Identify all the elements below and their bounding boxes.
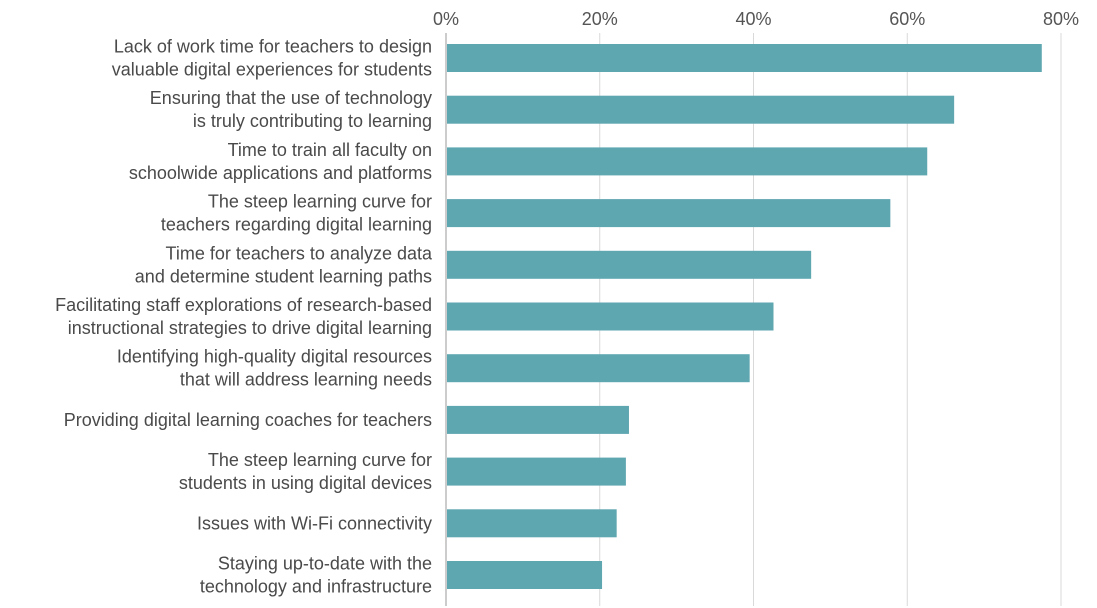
category-label: Ensuring that the use of technology is tr… [150,88,432,131]
bar [447,250,812,279]
bars [447,44,1042,589]
bar [447,457,626,486]
category-label: Time for teachers to analyze data and det… [135,243,433,286]
x-tick-label: 80% [1043,9,1079,29]
bar [447,354,750,383]
bar [447,405,629,434]
category-label: The steep learning curve for students in … [179,450,432,493]
bar [447,302,774,331]
category-label: Issues with Wi-Fi connectivity [197,513,432,533]
x-tick-label: 20% [582,9,618,29]
category-labels: Lack of work time for teachers to design… [55,37,433,597]
category-label: Identifying high-quality digital resourc… [117,347,432,390]
bar [447,199,891,228]
category-label: The steep learning curve for teachers reg… [161,192,432,235]
category-label: Facilitating staff explorations of resea… [55,295,432,338]
category-label: Time to train all faculty on schoolwide a… [129,140,432,183]
bar [447,44,1042,72]
bar [447,509,617,538]
bar [447,561,603,589]
bar [447,147,928,176]
category-label: Providing digital learning coaches for t… [64,410,432,430]
x-tick-label: 40% [735,9,771,29]
category-label: Lack of work time for teachers to design… [112,37,432,80]
bar [447,95,955,124]
x-axis-tick-labels: 0% 20% 40% 60% 80% [433,9,1079,29]
x-tick-label: 0% [433,9,459,29]
x-tick-label: 60% [889,9,925,29]
category-label: Staying up-to-date with the technology an… [200,554,432,597]
